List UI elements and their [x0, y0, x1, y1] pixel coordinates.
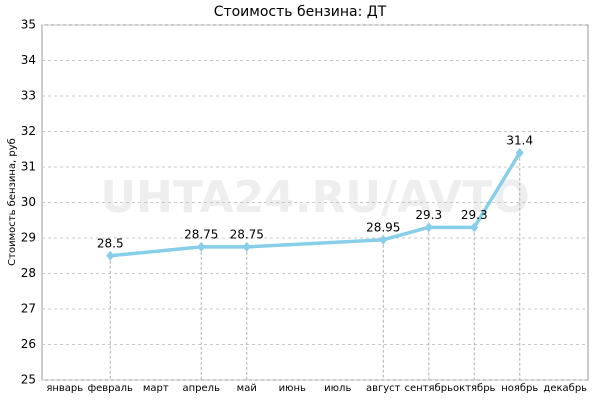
x-tick-label: октябрь [453, 383, 496, 394]
y-axis-label: Стоимость бензина, руб [7, 138, 18, 266]
data-label: 31.4 [506, 133, 533, 147]
data-label: 28.75 [230, 227, 264, 241]
watermark: UHTA24.RU/AVTO [100, 172, 529, 223]
line-segment [472, 151, 522, 230]
point [515, 147, 524, 158]
point [424, 222, 433, 233]
point [242, 241, 251, 252]
y-tick-label: 28 [21, 266, 36, 280]
line-segment [108, 245, 203, 258]
point [470, 222, 479, 233]
y-tick-label: 27 [21, 302, 36, 316]
x-tick-label: август [366, 383, 401, 394]
x-tick-label: май [237, 383, 257, 394]
data-label: 29.3 [461, 208, 488, 222]
x-tick-label: март [143, 383, 169, 394]
chart-title: Стоимость бензина: ДТ [214, 4, 387, 20]
y-tick-label: 30 [21, 195, 36, 209]
y-tick-label: 26 [21, 337, 36, 351]
x-tick-label: январь [46, 383, 83, 394]
y-tick-label: 25 [21, 373, 36, 387]
y-tick-label: 32 [21, 124, 36, 138]
data-label: 28.95 [366, 220, 400, 234]
x-tick-label: июнь [279, 383, 306, 394]
y-tick-label: 35 [21, 18, 36, 32]
point [106, 250, 115, 261]
x-tick-label: сентябрь [405, 383, 454, 394]
data-label: 29.3 [415, 208, 442, 222]
point [379, 234, 388, 245]
x-tick-label: февраль [88, 383, 133, 394]
x-tick-label: ноябрь [501, 383, 538, 394]
line-segment [381, 225, 431, 242]
point [197, 241, 206, 252]
line-segment [245, 238, 385, 249]
x-tick-label: апрель [183, 383, 221, 394]
data-label: 28.5 [97, 236, 124, 250]
y-tick-label: 34 [21, 53, 36, 67]
y-tick-label: 33 [21, 89, 36, 103]
x-tick-label: июль [324, 383, 351, 394]
data-label: 28.75 [184, 227, 218, 241]
y-tick-label: 29 [21, 231, 36, 245]
y-tick-label: 31 [21, 160, 36, 174]
x-tick-label: декабрь [543, 383, 587, 394]
